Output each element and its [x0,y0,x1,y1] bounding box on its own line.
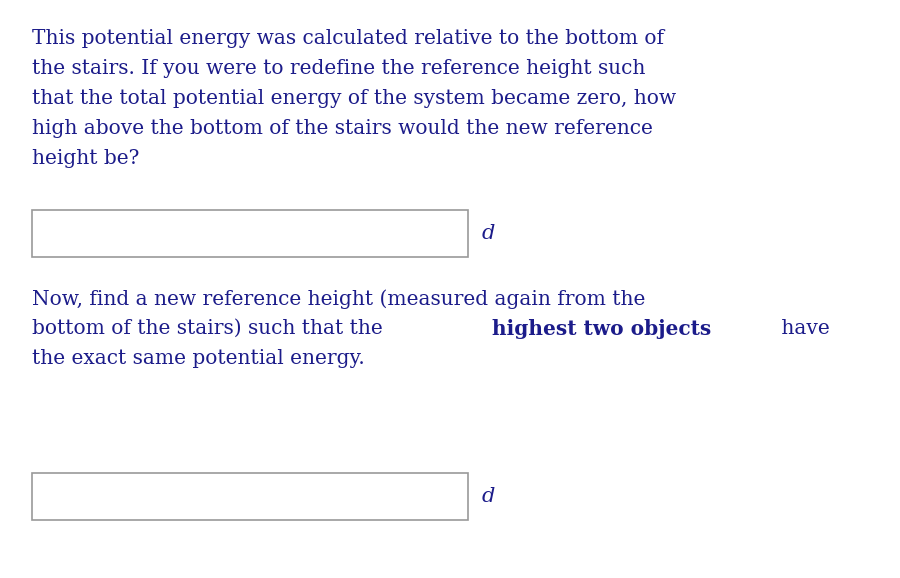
Text: the exact same potential energy.: the exact same potential energy. [32,349,364,368]
Text: d: d [482,487,495,506]
Text: the stairs. If you were to redefine the reference height such: the stairs. If you were to redefine the … [32,59,645,78]
Text: This potential energy was calculated relative to the bottom of: This potential energy was calculated rel… [32,29,663,48]
Text: d: d [482,224,495,243]
FancyBboxPatch shape [32,210,468,257]
Text: height be?: height be? [32,149,139,168]
Text: have: have [775,319,830,338]
Text: that the total potential energy of the system became zero, how: that the total potential energy of the s… [32,89,676,108]
Text: Now, find a new reference height (measured again from the: Now, find a new reference height (measur… [32,289,645,309]
Text: bottom of the stairs) such that the: bottom of the stairs) such that the [32,319,389,338]
Text: highest two objects: highest two objects [492,319,712,339]
Text: high above the bottom of the stairs would the new reference: high above the bottom of the stairs woul… [32,119,652,138]
FancyBboxPatch shape [32,473,468,520]
